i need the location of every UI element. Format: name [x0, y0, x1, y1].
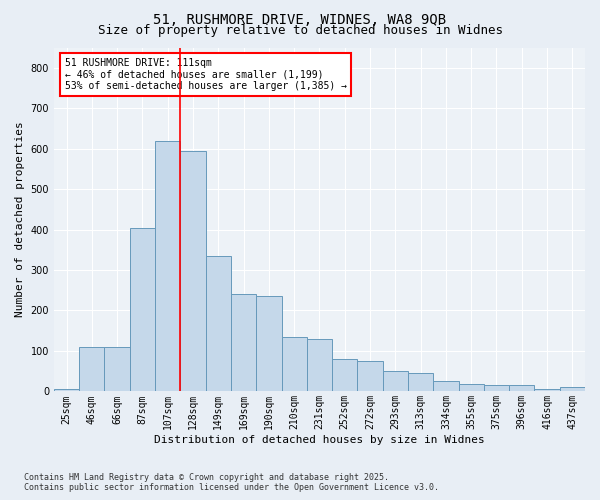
Bar: [256, 296, 281, 392]
Bar: [433, 382, 458, 392]
Bar: [181, 150, 206, 392]
Bar: [79, 347, 104, 392]
Bar: [54, 390, 79, 392]
Bar: [535, 390, 560, 392]
Bar: [206, 256, 231, 392]
Y-axis label: Number of detached properties: Number of detached properties: [15, 122, 25, 318]
Bar: [458, 384, 484, 392]
Bar: [332, 359, 358, 392]
Bar: [383, 371, 408, 392]
Bar: [104, 347, 130, 392]
Text: 51 RUSHMORE DRIVE: 111sqm
← 46% of detached houses are smaller (1,199)
53% of se: 51 RUSHMORE DRIVE: 111sqm ← 46% of detac…: [65, 58, 347, 91]
Text: Size of property relative to detached houses in Widnes: Size of property relative to detached ho…: [97, 24, 503, 37]
Bar: [358, 361, 383, 392]
Bar: [307, 339, 332, 392]
Bar: [281, 337, 307, 392]
Bar: [560, 388, 585, 392]
Bar: [484, 386, 509, 392]
Bar: [408, 373, 433, 392]
Bar: [509, 386, 535, 392]
Bar: [155, 140, 181, 392]
Text: 51, RUSHMORE DRIVE, WIDNES, WA8 9QB: 51, RUSHMORE DRIVE, WIDNES, WA8 9QB: [154, 12, 446, 26]
Bar: [130, 228, 155, 392]
X-axis label: Distribution of detached houses by size in Widnes: Distribution of detached houses by size …: [154, 435, 485, 445]
Text: Contains HM Land Registry data © Crown copyright and database right 2025.
Contai: Contains HM Land Registry data © Crown c…: [24, 473, 439, 492]
Bar: [231, 294, 256, 392]
